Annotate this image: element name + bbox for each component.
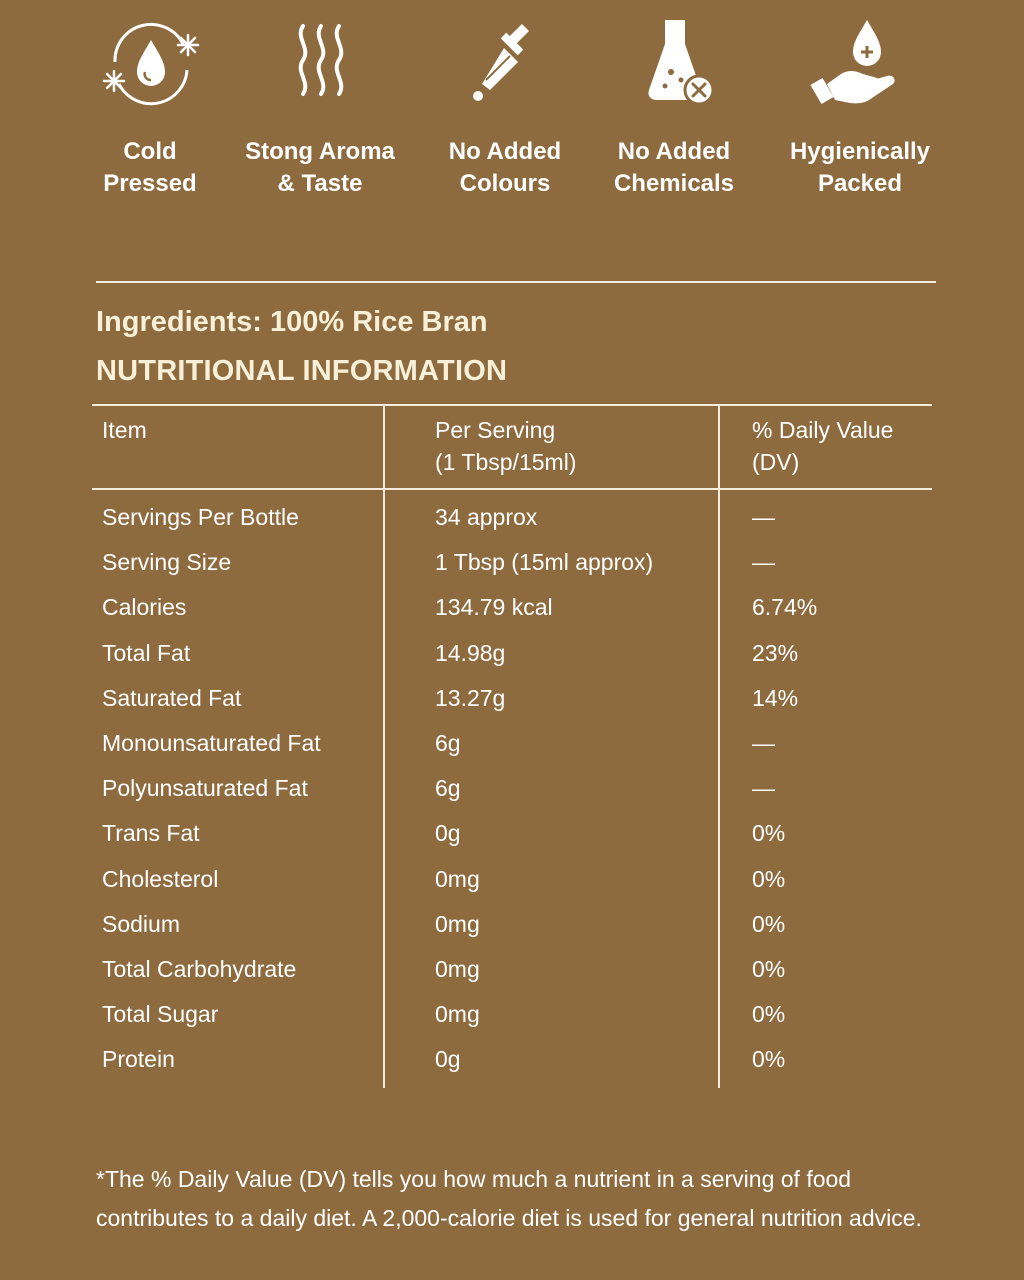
table-row: Total Sugar 0mg 0% [92,992,932,1037]
flask-icon [648,20,715,106]
table-row: Polyunsaturated Fat 6g — [92,766,932,811]
nutrition-table: Item Per Serving (1 Tbsp/15ml) % Daily V… [92,404,932,1088]
feature-hygienic: Hygienically Packed [770,14,950,200]
per-serving-value: 6g [435,730,461,756]
daily-value: — [752,775,775,802]
per-serving-value: 0g [435,1046,461,1073]
table-row: Total Carbohydrate 0mg 0% [92,947,932,992]
daily-value: 0% [752,956,786,982]
table-header-divider [92,488,932,490]
table-border-top [92,404,932,406]
daily-value: 0% [752,820,786,847]
per-serving-value: 0mg [435,910,480,937]
header-per-serving: Per Serving (1 Tbsp/15ml) [435,417,577,475]
per-serving-value: 34 approx [435,504,538,530]
table-row: Saturated Fat 13.27g 14% [92,676,932,721]
daily-value: 0% [752,910,786,937]
per-serving-value: 13.27g [435,684,506,711]
daily-value: 23% [752,639,799,666]
table-row: Trans Fat 0g 0% [92,811,932,856]
nutrient-name: Calories [102,594,187,621]
table-row: Calories 134.79 kcal 6.74% [92,585,932,630]
dropper-icon [473,23,530,101]
feature-strip: Cold Pressed Stong Aroma & Taste No Adde… [60,14,970,214]
feature-cold-pressed: Cold Pressed [60,14,240,200]
daily-value: 0% [752,1046,786,1073]
footnote: *The % Daily Value (DV) tells you how mu… [96,1166,922,1231]
table-row: Total Fat 14.98g 23% [92,631,932,676]
nutrient-name: Sodium [102,910,180,937]
feature-label: Cold Pressed [103,138,197,197]
nutrient-name: Monounsaturated Fat [102,730,321,756]
feature-no-chemicals: No Added Chemicals [584,14,764,200]
nutrient-name: Total Sugar [102,1001,219,1028]
nutrient-name: Serving Size [102,549,232,576]
nutrient-name: Total Carbohydrate [102,956,297,982]
feature-aroma: Stong Aroma & Taste [230,14,410,200]
daily-value: 0% [752,865,786,892]
table-row: Serving Size 1 Tbsp (15ml approx) — [92,540,932,585]
daily-value: 14% [752,684,799,711]
nutrient-name: Trans Fat [102,820,200,847]
table-column-divider [718,404,720,1088]
per-serving-value: 14.98g [435,639,506,666]
table-row: Protein 0g 0% [92,1037,932,1082]
nutrient-name: Total Fat [102,639,191,666]
per-serving-value: 0g [435,820,461,847]
feature-label: Hygienically Packed [789,138,931,197]
section-divider [96,281,936,283]
table-row: Sodium 0mg 0% [92,902,932,947]
feature-no-colours: No Added Colours [415,14,595,200]
table-row: Servings Per Bottle 34 approx — [92,495,932,540]
daily-value: — [752,730,775,756]
feature-label: No Added Chemicals [613,138,735,197]
daily-value: 6.74% [752,594,818,621]
nutrient-name: Servings Per Bottle [102,504,299,530]
nutrition-title: NUTRITIONAL INFORMATION [96,355,508,387]
table-row: Monounsaturated Fat 6g — [92,721,932,766]
nutrient-name: Cholesterol [102,865,219,892]
per-serving-value: 0mg [435,1001,480,1028]
header-daily-value: % Daily Value (DV) [752,417,894,475]
table-row: Cholesterol 0mg 0% [92,857,932,902]
daily-value: — [752,504,775,530]
hand-drop-icon [810,20,895,105]
per-serving-value: 0mg [435,956,480,982]
ingredients-text: Ingredients: 100% Rice Bran [96,306,488,338]
per-serving-value: 0mg [435,865,480,892]
daily-value: — [752,549,775,576]
aroma-icon [298,24,344,96]
per-serving-value: 1 Tbsp (15ml approx) [435,549,654,576]
table-column-divider [383,404,385,1088]
per-serving-value: 6g [435,775,461,802]
feature-label: Stong Aroma & Taste [245,138,395,197]
nutrient-name: Saturated Fat [102,684,242,711]
feature-label: No Added Colours [448,138,562,197]
daily-value: 0% [752,1001,786,1028]
cold-pressed-icon [102,22,200,106]
nutrient-name: Polyunsaturated Fat [102,775,308,802]
header-item: Item [102,417,147,443]
nutrient-name: Protein [102,1046,175,1073]
per-serving-value: 134.79 kcal [435,594,553,621]
